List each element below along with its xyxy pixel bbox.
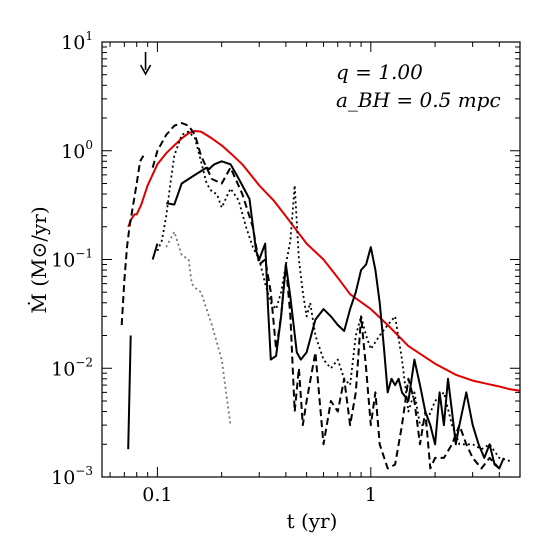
x-axis-label: t (yr) — [287, 509, 338, 533]
y-tick-label: 10−3 — [51, 464, 93, 489]
x-tick-label: 1 — [365, 484, 377, 506]
y-tick-label: 10−2 — [51, 355, 93, 380]
ticks-layer: 10−3 10−2 10−1 100 101 0.1 1 — [51, 29, 520, 506]
series-3-line — [120, 122, 501, 470]
series-5-line — [165, 230, 232, 426]
x-tick-label: 0.1 — [142, 484, 172, 506]
annotation-mass-ratio: q = 1.00 — [336, 60, 423, 84]
y-tick-label: 10−1 — [51, 247, 93, 272]
arrow-marker — [139, 52, 152, 76]
y-tick-label: 100 — [61, 138, 93, 163]
plot-frame — [101, 41, 521, 478]
series-4-line — [156, 130, 511, 462]
y-tick-label: 101 — [61, 29, 93, 54]
series-2-line — [127, 160, 505, 470]
series-1-line — [127, 130, 521, 392]
arrow-head — [139, 64, 152, 76]
y-axis-label: Ṁ (M⊙/yr) — [27, 206, 51, 313]
series-layer — [120, 122, 521, 470]
annotation-separation: a_BH = 0.5 mpc — [336, 88, 501, 112]
